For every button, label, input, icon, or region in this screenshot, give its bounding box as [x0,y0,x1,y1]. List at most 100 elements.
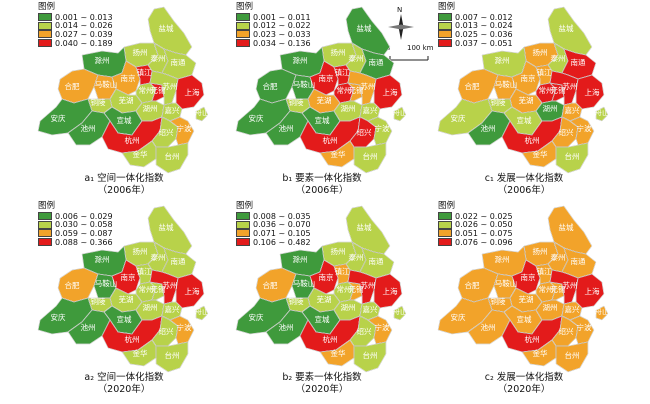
city-label-金华: 金华 [533,348,548,358]
city-label-铜陵: 铜陵 [491,296,506,306]
city-label-嘉兴: 嘉兴 [165,304,180,314]
legend-swatch [38,13,52,22]
city-label-宁波: 宁波 [375,123,390,133]
city-label-南京: 南京 [521,272,536,282]
city-label-盐城: 盐城 [559,222,574,232]
legend-swatch [38,21,52,30]
legend-label: 0.008 ~ 0.035 [253,211,311,221]
legend-label: 0.023 ~ 0.033 [253,29,311,39]
city-label-嘉兴: 嘉兴 [363,105,378,115]
city-label-马鞍山: 马鞍山 [495,278,518,288]
legend-swatch [236,30,250,39]
legend-entry: 0.034 ~ 0.136 [236,39,311,48]
legend-label: 0.051 ~ 0.075 [455,228,513,238]
caption-title: b₁ 要素一体化指数 [282,173,362,184]
city-label-金华: 金华 [331,149,346,159]
city-label-铜陵: 铜陵 [289,296,304,306]
legend-label: 0.001 ~ 0.011 [253,12,311,22]
city-label-绍兴: 绍兴 [159,326,174,336]
city-label-苏州: 苏州 [361,280,376,290]
city-label-安庆: 安庆 [249,113,264,123]
city-label-南京: 南京 [319,73,334,83]
city-label-南通: 南通 [369,57,384,67]
caption-title: a₂ 空间一体化指数 [84,372,164,383]
city-label-泰州: 泰州 [151,53,166,63]
legend-entry: 0.013 ~ 0.024 [438,21,513,30]
legend-entry: 0.001 ~ 0.011 [236,13,311,22]
city-label-无锡: 无锡 [349,86,364,95]
legend-label: 0.012 ~ 0.022 [253,21,311,31]
city-label-滁州: 滁州 [293,254,308,264]
legend-entry: 0.076 ~ 0.096 [438,238,513,247]
city-label-池州: 池州 [279,322,294,332]
city-label-苏州: 苏州 [361,81,376,91]
city-label-芜湖: 芜湖 [317,294,332,304]
legend-swatch [38,212,52,221]
city-label-湖州: 湖州 [341,104,356,113]
legend-swatch [438,220,452,229]
legend-label: 0.071 ~ 0.105 [253,228,311,238]
city-label-上海: 上海 [585,286,600,296]
legend-entry: 0.014 ~ 0.026 [38,21,113,30]
city-label-无锡: 无锡 [551,86,566,95]
city-label-苏州: 苏州 [163,81,178,91]
city-label-宣城: 宣城 [517,115,532,125]
legend-entry: 0.059 ~ 0.087 [38,229,113,238]
city-label-常州: 常州 [337,285,352,294]
city-label-舟山: 舟山 [195,306,210,316]
city-label-舟山: 舟山 [595,107,610,117]
caption-title: c₂ 发展一体化指数 [484,372,564,383]
city-label-泰州: 泰州 [551,252,566,262]
legend-entry: 0.040 ~ 0.189 [38,39,113,48]
city-label-泰州: 泰州 [349,53,364,63]
legend-label: 0.022 ~ 0.025 [455,211,513,221]
legend-swatch [236,212,250,221]
caption-year: （2006年） [497,185,551,196]
city-label-嘉兴: 嘉兴 [565,105,580,115]
city-label-湖州: 湖州 [543,104,558,113]
city-label-安庆: 安庆 [451,312,466,322]
map-panel-b2: 盐城 扬州 泰州 南通 滁州 合肥 马鞍山 南京 镇江 常州 无锡 苏州 芜湖 上海 铜陵 宣城 湖州 嘉兴 安庆池… [230,202,440,398]
city-label-合肥: 合肥 [263,81,278,91]
city-label-台州: 台州 [565,151,580,161]
city-label-嘉兴: 嘉兴 [565,304,580,314]
panel-caption: b₁ 要素一体化指数 （2006年） [252,173,392,197]
legend-entry: 0.006 ~ 0.029 [38,212,113,221]
city-label-盐城: 盐城 [357,222,372,232]
caption-title: b₂ 要素一体化指数 [282,372,362,383]
city-label-马鞍山: 马鞍山 [95,79,118,89]
city-label-台州: 台州 [165,151,180,161]
city-label-杭州: 杭州 [525,135,540,145]
city-label-台州: 台州 [165,350,180,360]
city-label-宁波: 宁波 [375,322,390,332]
legend-title: 图例 [38,2,56,12]
city-label-盐城: 盐城 [357,23,372,33]
city-label-宣城: 宣城 [117,115,132,125]
city-label-盐城: 盐城 [159,222,174,232]
city-label-南通: 南通 [171,57,186,67]
legend-swatch [38,220,52,229]
legend-label: 0.040 ~ 0.189 [55,38,113,48]
legend-swatch [236,13,250,22]
legend-label: 0.034 ~ 0.136 [253,38,311,48]
city-label-池州: 池州 [81,123,96,133]
city-label-合肥: 合肥 [465,280,480,290]
city-label-无锡: 无锡 [349,285,364,294]
legend-entry: 0.037 ~ 0.051 [438,39,513,48]
city-label-嘉兴: 嘉兴 [165,105,180,115]
legend-label: 0.027 ~ 0.039 [55,29,113,39]
caption-year: （2020年） [497,384,551,395]
legend-entry: 0.025 ~ 0.036 [438,30,513,39]
legend-entry: 0.026 ~ 0.050 [438,220,513,229]
legend-swatch [236,238,250,247]
city-label-绍兴: 绍兴 [559,127,574,137]
city-label-苏州: 苏州 [563,81,578,91]
city-label-金华: 金华 [133,348,148,358]
city-label-安庆: 安庆 [249,312,264,322]
legend-swatch [236,220,250,229]
map-panel-a2: 盐城 扬州 泰州 南通 滁州 合肥 马鞍山 南京 镇江 常州 无锡 苏州 芜湖 上海 铜陵 宣城 湖州 嘉兴 安庆池… [32,202,242,398]
city-label-铜陵: 铜陵 [289,97,304,107]
